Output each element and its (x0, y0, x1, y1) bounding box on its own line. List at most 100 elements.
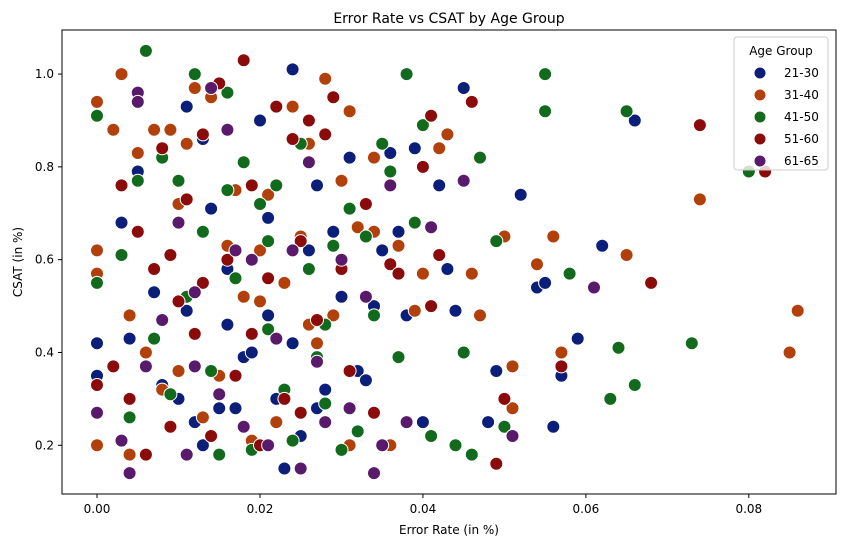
data-point (310, 313, 324, 327)
data-point (236, 53, 251, 68)
data-point (530, 257, 544, 272)
y-tick-label: 0.2 (35, 438, 54, 452)
data-point (187, 285, 202, 300)
legend-label: 31-40 (784, 88, 819, 102)
legend-marker (753, 154, 767, 168)
data-point (456, 345, 471, 360)
data-point (261, 210, 276, 225)
data-point (261, 271, 276, 286)
data-point (171, 173, 186, 188)
data-point (342, 104, 357, 119)
data-point (399, 415, 414, 430)
data-point (220, 85, 235, 100)
legend-label: 21-30 (784, 66, 819, 80)
data-point (122, 391, 137, 406)
data-point (326, 90, 341, 105)
series-51-60 (90, 53, 773, 471)
data-point (204, 429, 219, 443)
data-point (163, 387, 178, 402)
data-point (130, 224, 145, 239)
data-point (138, 43, 153, 58)
data-point (464, 447, 479, 462)
series-61-65 (90, 81, 601, 481)
legend: Age Group 21-30 31-40 41-50 51-60 61-65 (733, 36, 829, 171)
data-point (627, 378, 642, 392)
data-point (456, 81, 471, 95)
data-point (326, 308, 341, 323)
data-point (358, 229, 373, 244)
data-point (285, 62, 300, 77)
data-point (383, 146, 398, 160)
data-point (269, 331, 284, 346)
data-point (407, 141, 422, 156)
data-point (692, 118, 707, 133)
data-point (293, 461, 308, 476)
data-point (342, 150, 357, 165)
data-point (204, 201, 219, 216)
data-point (114, 433, 129, 448)
data-point (204, 364, 219, 378)
data-point (195, 127, 210, 142)
data-point (603, 391, 618, 406)
data-point (171, 215, 186, 230)
data-point (114, 215, 129, 230)
series-21-30 (90, 62, 642, 476)
data-point (293, 405, 308, 420)
data-point (220, 122, 235, 137)
data-point (285, 243, 300, 258)
data-point (570, 331, 585, 346)
data-point (391, 350, 406, 365)
data-point (163, 248, 178, 262)
data-point (155, 141, 170, 156)
data-point (782, 345, 797, 360)
data-point (538, 67, 553, 82)
data-point (179, 136, 194, 151)
data-point (310, 178, 324, 193)
data-point (415, 159, 430, 174)
data-point (187, 81, 202, 95)
data-point (277, 275, 292, 290)
data-point (130, 173, 145, 188)
legend-title: Age Group (749, 44, 813, 58)
data-point (440, 262, 455, 276)
data-point (261, 187, 276, 202)
data-point (236, 155, 251, 170)
data-point (619, 104, 634, 119)
data-point (220, 317, 235, 332)
data-point (326, 224, 341, 239)
data-point (220, 183, 235, 198)
x-tick-label: 0.08 (735, 502, 762, 516)
data-point (195, 438, 210, 453)
series-31-40 (90, 67, 805, 462)
data-point (130, 94, 145, 109)
data-point (122, 308, 137, 323)
data-point (342, 364, 357, 378)
data-point (90, 438, 104, 453)
data-point (790, 303, 805, 318)
data-point (464, 266, 479, 281)
data-point (367, 150, 381, 165)
data-point (375, 438, 390, 453)
legend-marker (753, 66, 767, 80)
data-point (358, 373, 373, 388)
data-point (163, 419, 178, 434)
legend-label: 61-65 (784, 154, 819, 168)
data-point (179, 303, 194, 318)
data-point (285, 336, 300, 351)
data-point (285, 99, 300, 114)
data-point (391, 238, 406, 253)
data-point (497, 391, 512, 406)
data-point (106, 122, 121, 137)
data-point (350, 424, 365, 439)
data-point (538, 275, 553, 290)
y-axis-label: CSAT (in %) (11, 227, 25, 297)
data-point (692, 192, 707, 207)
data-point (228, 271, 243, 286)
data-point (407, 303, 422, 318)
data-point (228, 368, 243, 383)
data-point (244, 252, 259, 267)
data-point (195, 224, 210, 239)
data-point (269, 99, 284, 114)
data-point (342, 401, 357, 416)
data-point (318, 382, 333, 397)
